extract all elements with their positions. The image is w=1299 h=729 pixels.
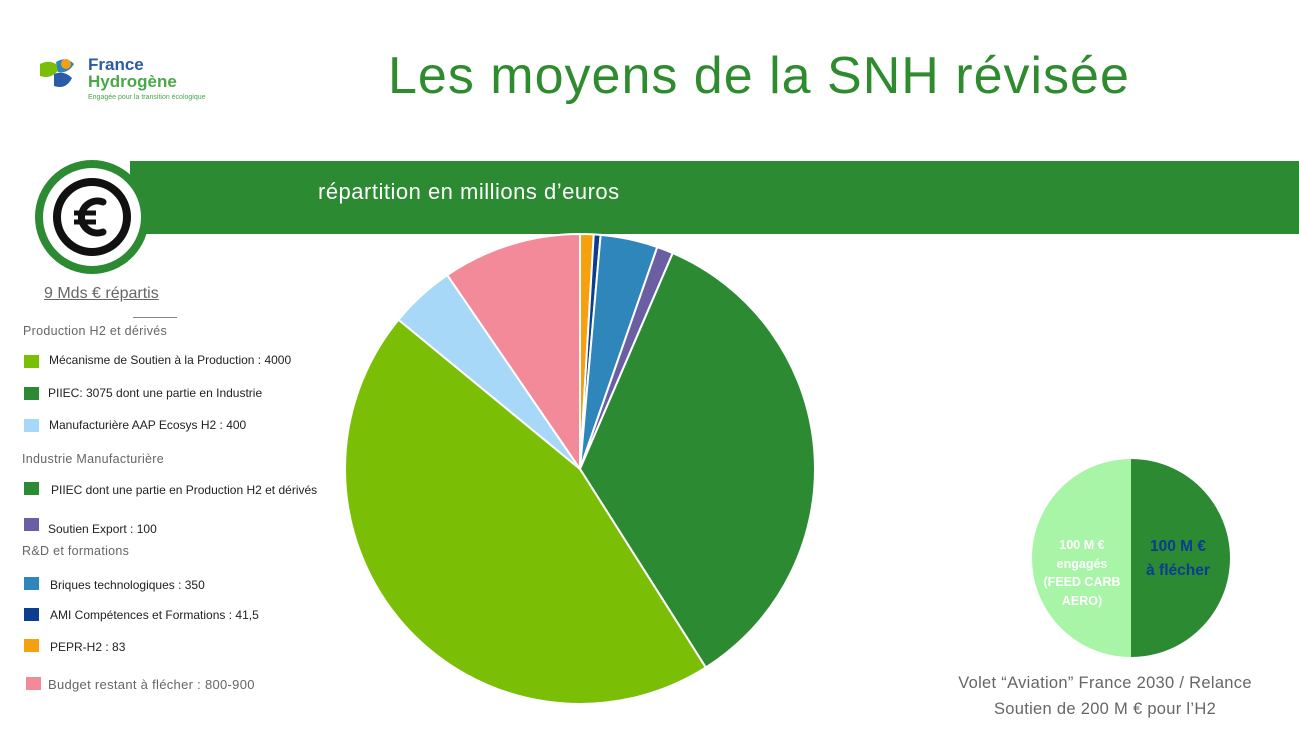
logo-line1: France — [88, 55, 144, 74]
pie-slice-budget-restant-a-flecher — [445, 232, 581, 473]
mini-left-line: AERO) — [1061, 593, 1103, 608]
legend-label-briques: Briques technologiques : 350 — [50, 578, 205, 592]
mini-left-line: 100 M € — [1059, 538, 1105, 552]
logo-mark-icon — [40, 59, 74, 87]
legend-swatch-piiec-industrie — [24, 482, 39, 495]
mini-right-label: 100 M € à flécher — [1128, 535, 1228, 583]
legend-swatch-soutien-production — [24, 355, 39, 368]
legend-swatch-ami — [24, 608, 39, 621]
aviation-note-line2: Soutien de 200 M € pour l’H2 — [993, 700, 1217, 718]
logo-tagline: Engagée pour la transition écologique — [88, 94, 206, 101]
legend-swatch-ecosys — [24, 419, 39, 432]
aviation-note-line1: Volet “Aviation” France 2030 / Relance — [958, 674, 1252, 692]
legend-swatch-export — [24, 518, 39, 531]
legend-swatch-piiec — [24, 387, 39, 400]
category-production: Production H2 et dérivés — [23, 324, 168, 338]
page-title-text: Les moyens de la SNH révisée — [388, 47, 1130, 105]
category-rd: R&D et formations — [22, 544, 130, 558]
mini-left-label: 100 M € engagés (FEED CARB AERO) — [1034, 536, 1130, 610]
total-amount: 9 Mds € répartis — [44, 285, 159, 302]
pie-slice-mecanisme-de-soutien-a-la-production — [344, 318, 708, 705]
banner-text: répartition en millions d’euros — [318, 179, 620, 204]
legend-label-export: Soutien Export : 100 — [48, 522, 157, 536]
legend-label-pepr: PEPR-H2 : 83 — [50, 640, 126, 654]
mini-left-line: engagés — [1056, 556, 1108, 571]
category-industrie: Industrie Manufacturière — [22, 452, 164, 466]
pie-slice-piiec — [578, 251, 816, 669]
legend-label-soutien-production: Mécanisme de Soutien à la Production : 4… — [49, 353, 292, 367]
legend-swatch-budget-restant — [26, 677, 41, 690]
logo-line2: Hydrogène — [88, 72, 177, 91]
page-title: Les moyens de la SNH révisée — [0, 46, 1299, 106]
legend-label-ecosys: Manufacturière AAP Ecosys H2 : 400 — [49, 418, 247, 432]
france-hydrogene-logo: France Hydrogène Engagée pour la transit… — [38, 56, 208, 112]
subtitle-banner — [130, 161, 1299, 234]
euro-icon — [53, 178, 131, 256]
legend-label-ami: AMI Compétences et Formations : 41,5 — [50, 608, 259, 622]
legend-label-piiec-industrie: PIIEC dont une partie en Production H2 e… — [51, 483, 318, 497]
mini-right-line: à flécher — [1146, 562, 1210, 579]
mini-left-line: (FEED CARB — [1043, 575, 1121, 589]
legend-label-piiec: PIIEC: 3075 dont une partie en Industrie — [48, 386, 263, 400]
mini-pie-slice-100-m-engages-feed-carb-aero — [1131, 459, 1230, 657]
mini-pie-slice-100-m-a-flecher — [1032, 459, 1131, 657]
legend-swatch-briques — [24, 577, 39, 590]
mini-right-line: 100 M € — [1149, 538, 1206, 555]
legend-label-budget-restant: Budget restant à flécher : 800-900 — [48, 677, 255, 692]
legend-swatch-pepr — [24, 639, 39, 652]
total-rule — [133, 317, 177, 318]
